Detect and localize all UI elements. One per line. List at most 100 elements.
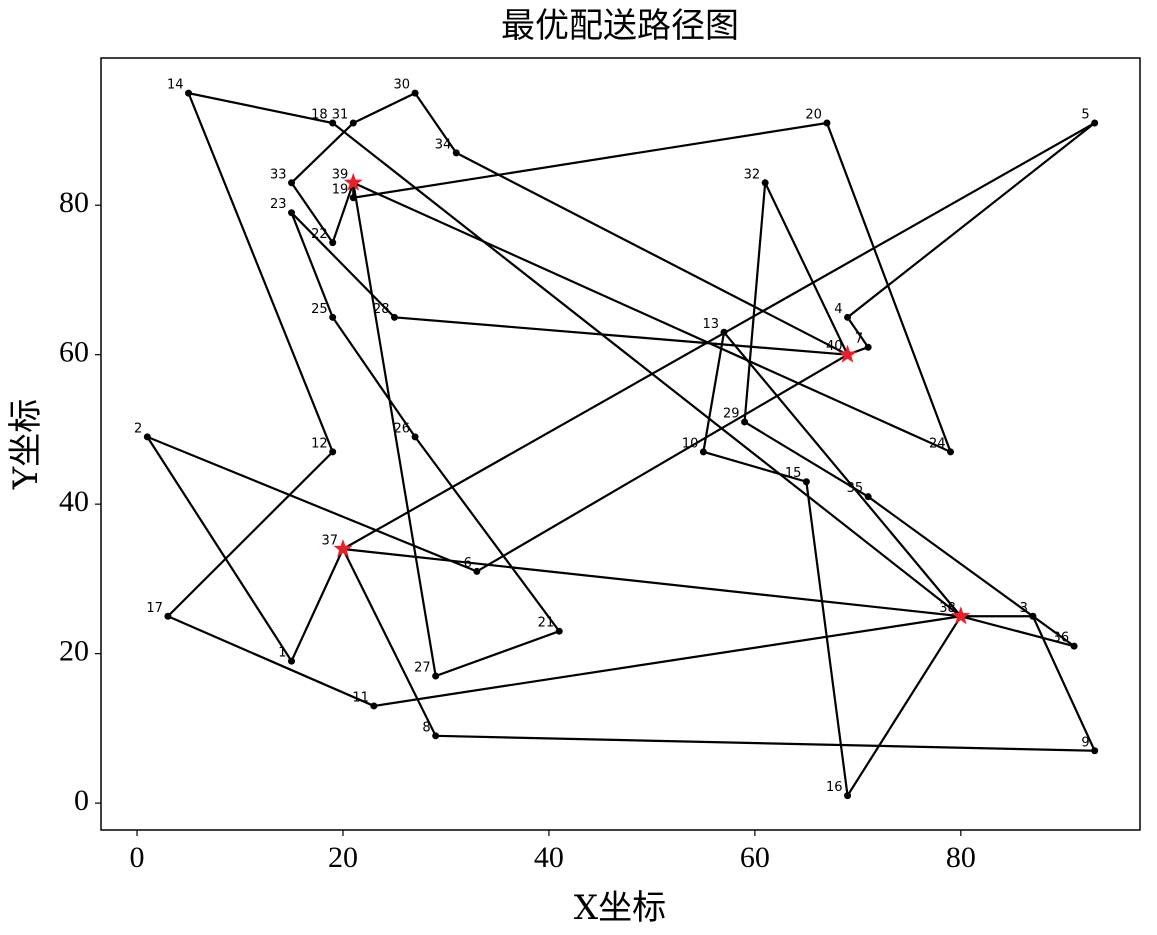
node-label: 16 bbox=[826, 780, 843, 795]
node-marker bbox=[432, 672, 440, 680]
route-line bbox=[290, 182, 848, 678]
node-marker bbox=[844, 313, 852, 321]
node-marker bbox=[802, 478, 810, 486]
node-marker bbox=[370, 702, 378, 710]
node-marker bbox=[823, 119, 831, 127]
node-label: 37 bbox=[321, 534, 338, 549]
node-marker bbox=[947, 448, 955, 456]
node-marker bbox=[185, 89, 193, 97]
depot-marker bbox=[343, 172, 363, 191]
node-marker bbox=[390, 313, 398, 321]
node-label: 28 bbox=[373, 302, 390, 317]
route-line bbox=[352, 121, 953, 454]
x-tick-label: 20 bbox=[328, 841, 358, 874]
depot-marker bbox=[838, 344, 858, 363]
node-label: 4 bbox=[834, 302, 842, 317]
x-tick-label: 40 bbox=[534, 841, 564, 874]
node-marker bbox=[164, 612, 172, 620]
node-marker bbox=[329, 448, 337, 456]
depot-marker bbox=[951, 606, 971, 625]
y-tick-label: 60 bbox=[59, 336, 89, 369]
node-marker bbox=[720, 328, 728, 336]
node-marker bbox=[555, 627, 563, 635]
x-tick-label: 0 bbox=[130, 841, 145, 874]
y-tick-label: 0 bbox=[74, 784, 89, 817]
node-marker bbox=[1091, 119, 1099, 127]
node-label: 26 bbox=[394, 421, 411, 436]
node-label: 29 bbox=[723, 406, 740, 421]
route-line bbox=[702, 329, 962, 799]
node-marker bbox=[473, 567, 481, 575]
node-label: 14 bbox=[167, 78, 184, 93]
node-marker bbox=[432, 732, 440, 740]
node-label: 30 bbox=[394, 78, 411, 93]
node-label: 19 bbox=[332, 182, 349, 197]
node-label: 31 bbox=[332, 108, 349, 123]
x-tick-label: 80 bbox=[946, 841, 976, 874]
node-label: 13 bbox=[702, 317, 719, 332]
node-marker bbox=[411, 89, 419, 97]
node-label: 21 bbox=[538, 616, 555, 631]
node-label: 23 bbox=[270, 197, 287, 212]
node-marker bbox=[452, 149, 460, 157]
node-marker bbox=[349, 194, 357, 202]
node-marker bbox=[844, 792, 852, 800]
node-label: 40 bbox=[826, 339, 843, 354]
chart-title: 最优配送路径图 bbox=[501, 6, 739, 46]
depot-marker bbox=[333, 539, 353, 558]
node-label: 34 bbox=[435, 137, 452, 152]
route-line bbox=[743, 178, 1075, 648]
x-tick-label: 60 bbox=[740, 841, 770, 874]
node-label: 33 bbox=[270, 167, 287, 182]
node-label: 38 bbox=[939, 601, 956, 616]
node-marker bbox=[288, 179, 296, 187]
node-label: 39 bbox=[332, 167, 349, 182]
node-label: 1 bbox=[278, 646, 286, 661]
node-label: 24 bbox=[929, 436, 946, 451]
node-marker bbox=[1070, 642, 1078, 650]
node-label: 10 bbox=[682, 436, 699, 451]
node-marker bbox=[1091, 747, 1099, 755]
route-line bbox=[342, 547, 961, 618]
node-label: 36 bbox=[1053, 631, 1070, 646]
node-marker bbox=[349, 119, 357, 127]
node-marker bbox=[1029, 612, 1037, 620]
node-label: 20 bbox=[805, 108, 822, 123]
x-axis-label: X坐标 bbox=[574, 888, 666, 928]
node-marker bbox=[329, 313, 337, 321]
node-marker bbox=[288, 209, 296, 217]
node-marker bbox=[864, 343, 872, 351]
node-label: 27 bbox=[414, 661, 431, 676]
route-line bbox=[166, 91, 962, 708]
node-label: 8 bbox=[422, 720, 430, 735]
node-label: 3 bbox=[1020, 601, 1028, 616]
node-label: 32 bbox=[744, 167, 761, 182]
plot-frame bbox=[100, 57, 1141, 831]
node-label: 9 bbox=[1081, 735, 1089, 750]
node-label: 6 bbox=[464, 556, 472, 571]
node-marker bbox=[411, 433, 419, 441]
node-label: 17 bbox=[146, 601, 163, 616]
route-line bbox=[342, 122, 1096, 550]
node-marker bbox=[741, 418, 749, 426]
node-marker bbox=[329, 239, 337, 247]
node-label: 12 bbox=[311, 436, 328, 451]
node-label: 15 bbox=[785, 466, 802, 481]
node-label: 11 bbox=[352, 690, 369, 705]
node-label: 18 bbox=[311, 108, 328, 123]
node-marker bbox=[329, 119, 337, 127]
node-marker bbox=[288, 657, 296, 665]
node-label: 2 bbox=[134, 421, 142, 436]
node-marker bbox=[699, 448, 707, 456]
node-label: 35 bbox=[847, 481, 864, 496]
node-marker bbox=[864, 493, 872, 501]
node-marker bbox=[761, 179, 769, 187]
y-tick-label: 80 bbox=[59, 186, 89, 219]
node-label: 7 bbox=[855, 332, 863, 347]
y-tick-label: 20 bbox=[59, 635, 89, 668]
y-axis-label: Y坐标 bbox=[6, 399, 46, 490]
node-label: 22 bbox=[311, 227, 328, 242]
y-tick-label: 40 bbox=[59, 485, 89, 518]
node-marker bbox=[143, 433, 151, 441]
